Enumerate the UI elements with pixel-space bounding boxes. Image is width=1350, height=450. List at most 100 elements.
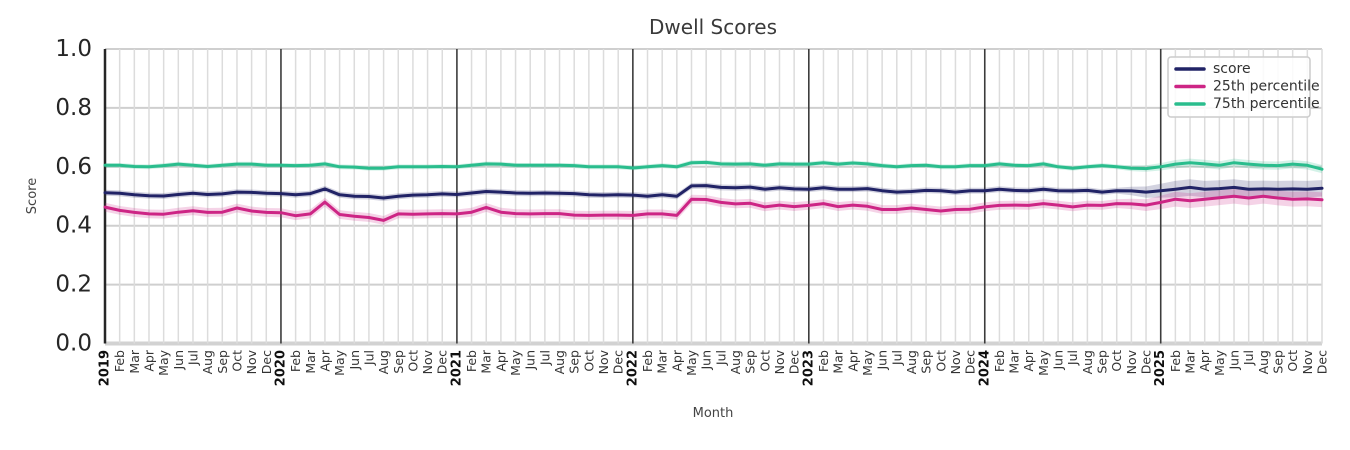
x-tick-month-label: Aug [1256,350,1271,374]
x-tick-month-label: Dec [963,350,978,374]
x-tick-month-label: Mar [1007,349,1022,373]
x-tick-month-label: Mar [303,349,318,373]
x-tick-year-label: 2021 [449,350,464,386]
x-tick-month-label: Feb [816,350,831,372]
x-tick-month-label: Jun [875,350,890,371]
x-tick-year-label: 2022 [625,350,640,386]
series-line-score [103,184,1324,200]
x-tick-month-label: Oct [1285,350,1300,372]
legend-label-75th-percentile: 75th percentile [1213,96,1320,112]
x-tick-month-label: Feb [1168,350,1183,372]
x-tick-month-label: Dec [611,350,626,374]
x-tick-month-label: May [860,349,875,375]
x-tick-month-label: Jun [171,350,186,371]
x-tick-month-label: Nov [420,349,435,374]
x-tick-month-label: Aug [728,350,743,374]
x-tick-month-label: Jul [1065,350,1080,366]
month-gridlines [118,49,1323,344]
x-tick-month-label: Sep [391,350,406,374]
x-tick-month-label: Jul [889,350,904,366]
x-tick-month-label: Dec [435,350,450,374]
x-tick-month-label: Apr [1197,349,1212,371]
x-tick-month-label: Sep [1095,350,1110,374]
x-tick-month-label: Aug [1080,350,1095,374]
y-tick-label: 0.0 [55,331,92,357]
series-lines [103,160,1324,222]
year-separators [280,49,1162,344]
series-line-25th-percentile [103,194,1324,222]
x-tick-month-label: Oct [581,350,596,372]
legend-label-score: score [1213,61,1251,77]
x-tick-month-label: Feb [640,350,655,372]
x-tick-month-label: Oct [405,350,420,372]
x-tick-year-label: 2019 [98,350,113,386]
x-tick-month-label: Feb [992,350,1007,372]
x-tick-month-label: Nov [1124,349,1139,374]
x-tick-month-label: Mar [127,349,142,373]
x-tick-month-label: Jul [186,350,201,366]
x-tick-month-label: Feb [112,350,127,372]
confidence-band-25th-percentile [105,188,1322,225]
x-tick-month-label: Jul [537,350,552,366]
x-tick-month-label: Oct [230,350,245,372]
x-tick-month-label: Oct [757,350,772,372]
x-tick-month-label: Nov [244,349,259,374]
x-tick-year-label: 2020 [274,350,289,386]
x-tick-month-label: Feb [288,350,303,372]
x-tick-month-label: Dec [787,350,802,374]
x-tick-month-label: Mar [831,349,846,373]
y-tick-label: 0.2 [55,272,92,298]
x-tick-month-label: May [684,349,699,375]
x-tick-month-label: Dec [259,350,274,374]
x-axis-label: Month [693,406,734,421]
chart-title: Dwell Scores [649,15,777,39]
x-tick-month-label: Jul [1241,350,1256,366]
x-tick-month-label: Aug [200,350,215,374]
x-tick-month-label: Dec [1315,350,1330,374]
legend-box [1167,56,1311,118]
x-tick-month-label: Jun [347,350,362,371]
x-tick-month-label: Jul [713,350,728,366]
x-tick-month-label: Mar [479,349,494,373]
x-tick-month-label: Jun [699,350,714,371]
x-tick-month-label: Jun [1051,350,1066,371]
x-tick-month-label: Jul [361,350,376,366]
x-tick-month-label: Apr [493,349,508,371]
x-tick-month-label: Sep [919,350,934,374]
y-tick-labels: 0.0 0.2 0.4 0.6 0.8 1.0 [55,36,92,357]
x-tick-month-label: Mar [655,349,670,373]
x-tick-month-label: Nov [596,349,611,374]
x-tick-month-label: Apr [845,349,860,371]
x-tick-month-label: Feb [464,350,479,372]
x-tick-month-label: Apr [1021,349,1036,371]
x-tick-month-label: Mar [1183,349,1198,373]
x-tick-month-label: Sep [215,350,230,374]
x-tick-month-label: Aug [376,350,391,374]
x-tick-month-label: Nov [772,349,787,374]
x-tick-month-label: Nov [948,349,963,374]
x-tick-month-label: Jun [1227,350,1242,371]
x-tick-month-label: Apr [142,349,157,371]
legend-label-25th-percentile: 25th percentile [1213,79,1320,95]
y-axis-label: Score [25,178,40,214]
x-tick-month-label: Aug [552,350,567,374]
x-tick-month-label: May [332,349,347,375]
x-tick-month-label: Nov [1300,349,1315,374]
x-tick-month-label: Oct [933,350,948,372]
y-tick-label: 0.4 [55,213,92,239]
series-line-75th-percentile [103,160,1324,171]
x-tick-month-label: May [156,349,171,375]
x-tick-month-label: Sep [567,350,582,374]
x-tick-labels: 2019 Feb Mar Apr May Jun Jul Aug Sep Oct Nov Dec 202… [98,349,1330,386]
x-tick-month-label: Apr [669,349,684,371]
y-tick-label: 1.0 [55,36,92,62]
x-tick-month-label: May [1212,349,1227,375]
x-tick-year-label: 2023 [801,350,816,386]
y-tick-label: 0.8 [55,95,92,121]
x-tick-month-label: Oct [1109,350,1124,372]
x-tick-month-label: Dec [1139,350,1154,374]
x-tick-month-label: Sep [1271,350,1286,374]
x-tick-year-label: 2024 [977,350,992,386]
